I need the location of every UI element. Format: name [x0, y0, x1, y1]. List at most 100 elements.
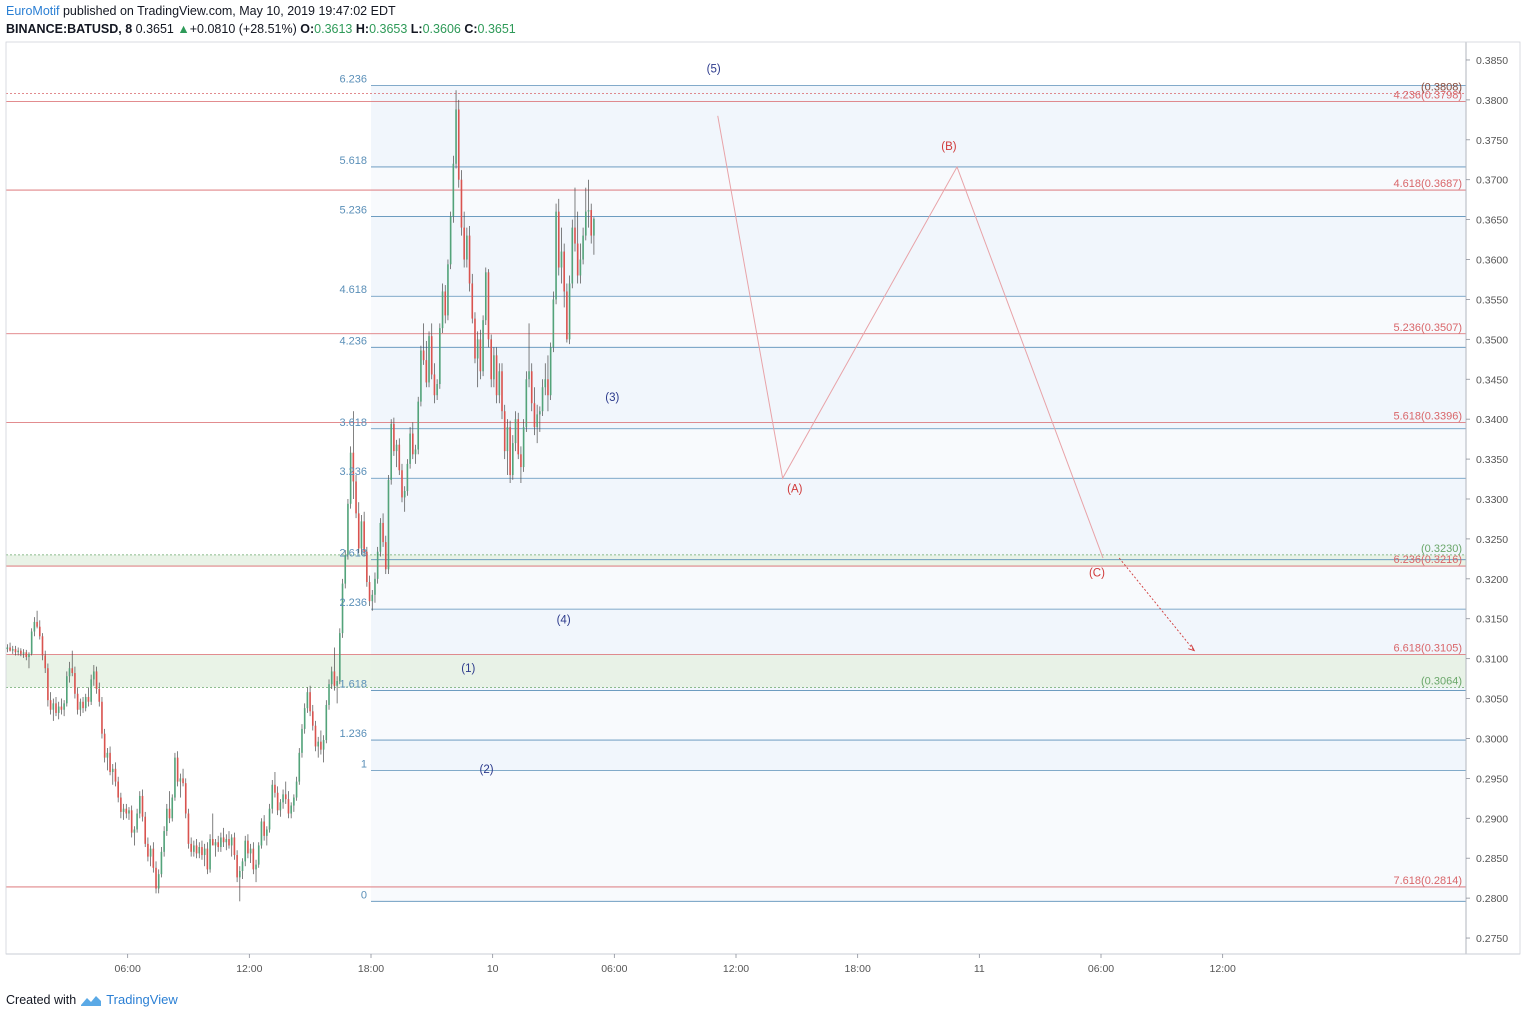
candle: [201, 840, 203, 860]
candle: [230, 834, 233, 857]
candle: [463, 211, 465, 268]
candle-body: [9, 647, 11, 651]
candle-body: [66, 676, 68, 704]
candle-body: [309, 692, 311, 712]
author-link[interactable]: EuroMotif: [6, 4, 60, 18]
candle-body: [482, 320, 484, 372]
candle-body: [552, 299, 555, 348]
candle-body: [563, 251, 565, 292]
candle-body: [295, 781, 298, 798]
candle-body: [20, 650, 22, 654]
abc-wave-path: [717, 115, 1104, 559]
candle: [214, 839, 217, 857]
fib-blue-label: 2.618: [339, 548, 367, 560]
candle: [9, 642, 11, 652]
candle: [309, 685, 311, 717]
candle: [371, 590, 374, 611]
price-tick-label: 0.3400: [1476, 414, 1508, 426]
candle-body: [209, 839, 211, 870]
candle: [138, 791, 141, 819]
candle: [179, 773, 182, 798]
candle: [87, 687, 90, 707]
candle: [498, 363, 501, 404]
time-tick-label: 12:00: [236, 963, 262, 975]
candle-body: [268, 808, 271, 830]
candle: [357, 502, 360, 554]
candle: [171, 794, 174, 822]
candle: [522, 419, 525, 472]
candle: [317, 736, 320, 758]
candle-body: [463, 227, 465, 260]
candle-body: [387, 479, 390, 570]
candle-body: [393, 423, 395, 452]
fib-fill-band: [371, 347, 1466, 429]
candle-body: [160, 851, 163, 875]
candle-body: [395, 444, 398, 452]
candle-body: [376, 551, 379, 579]
candle: [106, 748, 109, 771]
candle-body: [49, 700, 52, 710]
candle-body: [236, 855, 238, 878]
candle: [128, 807, 130, 820]
candle-body: [6, 647, 9, 650]
candle: [268, 803, 271, 833]
candle-body: [101, 701, 103, 734]
candle: [484, 267, 487, 325]
candle-body: [125, 808, 128, 814]
candle-body: [533, 403, 536, 428]
candle: [344, 550, 347, 589]
candle: [390, 419, 392, 485]
candle-body: [211, 839, 214, 846]
candle-body: [90, 679, 92, 702]
candle-body: [344, 554, 347, 584]
candle-body: [330, 671, 333, 685]
fib-red-label: 7.618(0.2814): [1394, 875, 1463, 887]
candle-body: [79, 701, 82, 710]
candle-body: [541, 387, 544, 412]
candle: [571, 219, 574, 289]
candle-body: [111, 768, 114, 772]
candle: [487, 269, 490, 348]
candle-body: [187, 813, 190, 844]
candle: [320, 730, 322, 755]
candle-body: [579, 259, 582, 276]
candle-body: [557, 211, 560, 268]
tradingview-brand[interactable]: TradingView: [106, 992, 178, 1007]
candle-body: [339, 633, 341, 681]
candle-body: [84, 696, 87, 709]
low-label: L:: [410, 22, 423, 36]
created-with-text: Created with: [6, 992, 77, 1007]
candle: [263, 815, 265, 841]
candle: [425, 340, 428, 388]
candle: [444, 285, 447, 324]
candle: [447, 259, 449, 321]
candle: [384, 535, 387, 575]
candle: [93, 665, 95, 686]
candle-body: [260, 821, 263, 846]
candle-body: [120, 797, 122, 812]
price-chart[interactable]: 6.236 5.618 5.236 4.618 4.236 3.618 3.236 2.618…: [0, 0, 1526, 990]
candle-body: [347, 503, 349, 555]
candle-body: [76, 693, 79, 710]
candle: [422, 323, 425, 365]
candle: [363, 511, 365, 557]
candle: [36, 610, 38, 629]
candle: [476, 331, 479, 388]
candle: [566, 283, 568, 343]
candle-body: [130, 810, 133, 833]
candle-body: [30, 631, 33, 654]
candle: [55, 696, 57, 717]
candles-layer: [6, 90, 595, 902]
candle-body: [530, 371, 533, 404]
price-tick-label: 0.3100: [1476, 654, 1508, 666]
candle: [168, 791, 171, 824]
wave-label: (1): [461, 663, 475, 675]
candle-body: [322, 740, 325, 750]
fib-fill-band: [371, 166, 1466, 217]
candle: [103, 728, 106, 763]
candle-body: [47, 668, 49, 701]
candle: [460, 170, 463, 236]
tradingview-logo-icon: [81, 995, 102, 1006]
published-text: published on TradingView.com, May 10, 20…: [62, 4, 396, 18]
fib-blue-label: 6.236: [339, 74, 367, 86]
